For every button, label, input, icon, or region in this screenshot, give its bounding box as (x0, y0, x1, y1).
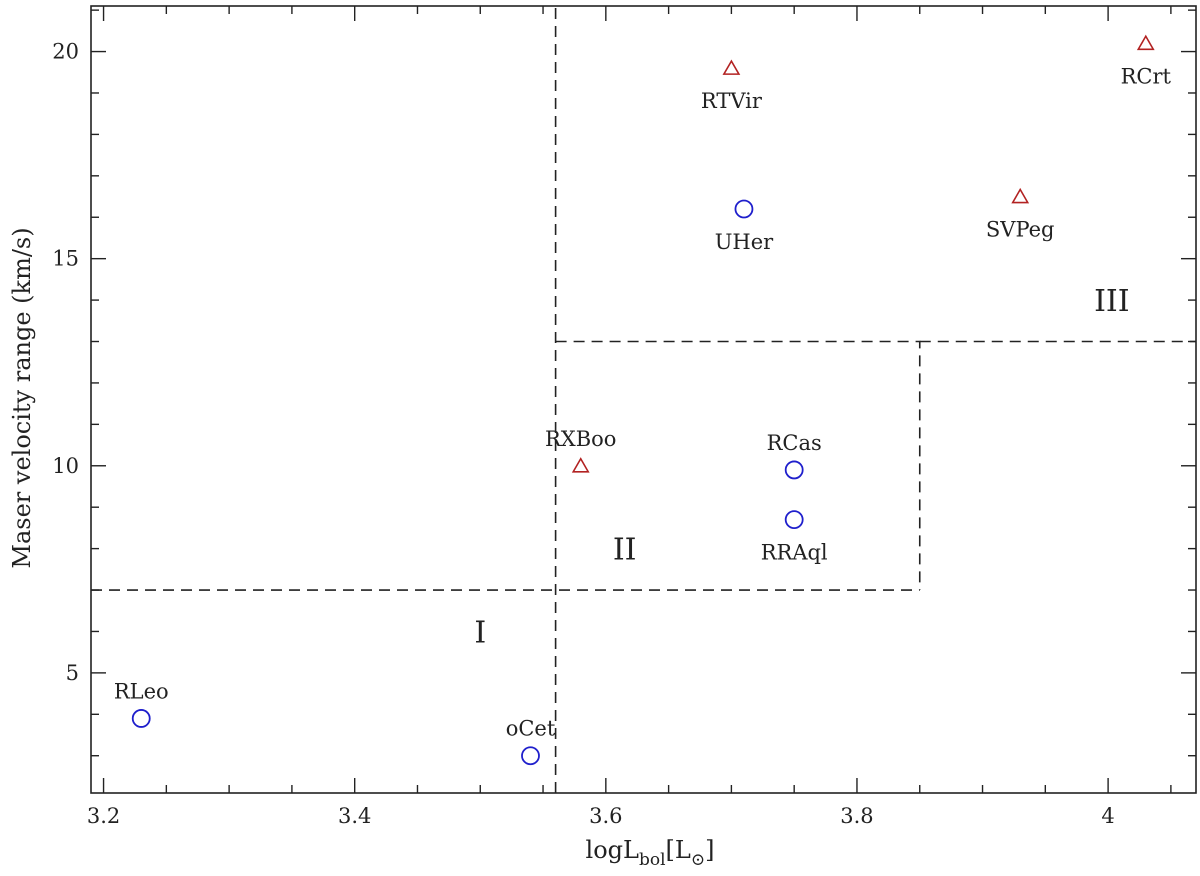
point-rxboo (571, 457, 590, 473)
x-axis-title-unit-close: ] (705, 836, 714, 864)
region-label-i: I (474, 615, 486, 650)
x-tick-label: 3.2 (87, 804, 120, 828)
point-rraql (784, 510, 804, 530)
x-tick-label: 3.6 (589, 804, 622, 828)
region-label-ii: II (613, 533, 637, 568)
x-tick-label: 4 (1101, 804, 1114, 828)
x-tick-label: 3.8 (840, 804, 873, 828)
point-rleo (131, 709, 151, 728)
point-rcas (784, 460, 804, 480)
point-label-rcrt: RCrt (1121, 64, 1172, 88)
x-axis-title-unit-open: [L (666, 836, 691, 864)
region-ii-box (555, 340, 921, 591)
point-label-rxboo: RXBoo (545, 427, 616, 451)
x-tick-label: 3.4 (338, 804, 371, 828)
point-label-uher: UHer (715, 230, 774, 254)
x-axis-title-sun-symbol: ⊙ (691, 850, 705, 870)
y-tick-label: 15 (52, 247, 79, 271)
point-label-rcas: RCas (767, 431, 822, 455)
x-axis-title: logLbol[L⊙] (586, 836, 715, 870)
axis-ticks (91, 6, 1196, 793)
y-tick-label: 20 (52, 40, 79, 64)
y-axis-title: Maser velocity range (km/s) (8, 227, 36, 568)
region-boundaries (91, 6, 1196, 793)
y-tick-label: 5 (66, 661, 79, 685)
point-label-rtvir: RTVir (701, 89, 763, 113)
data-points: RLeo oCet RCas RRAql UHer RXBoo RTVir SVPeg RCrt (114, 34, 1172, 766)
point-svpeg (1011, 187, 1030, 204)
x-axis-title-subscript: bol (639, 850, 666, 870)
region-label-iii: III (1094, 284, 1130, 319)
tick-labels: 3.2 3.4 3.6 3.8 4 5 10 15 20 (52, 40, 1115, 828)
point-rcrt (1136, 34, 1155, 51)
point-rtvir (722, 59, 741, 75)
point-label-ocet: oCet (506, 717, 556, 741)
point-label-svpeg: SVPeg (986, 218, 1055, 242)
y-tick-label: 10 (52, 454, 79, 478)
point-label-rleo: RLeo (114, 679, 169, 703)
point-label-rraql: RRAql (761, 541, 828, 565)
point-uher (734, 199, 754, 219)
plot-frame (90, 5, 1197, 794)
point-ocet (521, 746, 540, 766)
x-axis-title-main: logL (586, 836, 639, 864)
